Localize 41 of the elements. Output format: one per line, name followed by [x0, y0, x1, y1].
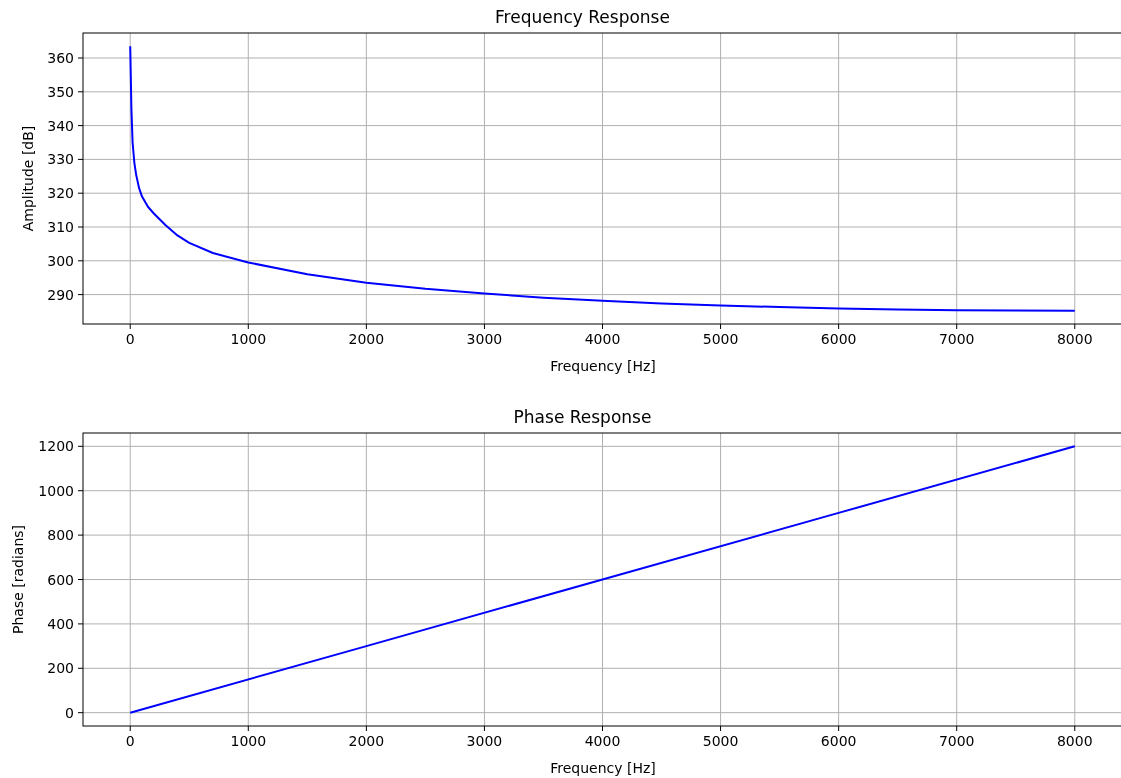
- y-tick-label: 1200: [38, 438, 74, 455]
- x-tick-label: 8000: [1056, 733, 1093, 749]
- y-tick-label: 290: [47, 286, 74, 303]
- x-tick-label: 4000: [584, 331, 621, 347]
- x-tick-label: 7000: [938, 733, 975, 749]
- y-tick-label: 600: [47, 571, 74, 588]
- y-axis-title: Phase [radians]: [10, 524, 26, 635]
- x-tick-label: 1000: [230, 331, 267, 347]
- y-tick-label: 350: [47, 83, 74, 100]
- x-tick-label: 2000: [348, 733, 385, 749]
- y-tick-label: 1000: [38, 482, 74, 499]
- y-tick-label: 310: [47, 219, 74, 235]
- x-tick-label: 5000: [702, 733, 739, 749]
- y-tick-label: 360: [47, 50, 74, 67]
- x-tick-label: 6000: [820, 733, 857, 749]
- x-tick-label: 0: [125, 331, 135, 347]
- y-tick-label: 200: [47, 660, 74, 677]
- x-axis-title: Frequency [Hz]: [550, 760, 656, 776]
- y-tick-label: 0: [65, 704, 74, 721]
- y-tick-label: 320: [47, 185, 74, 202]
- y-tick-label: 400: [47, 615, 74, 632]
- x-tick-label: 7000: [938, 331, 975, 347]
- x-tick-label: 3000: [466, 733, 503, 749]
- x-tick-label: 2000: [348, 331, 385, 347]
- y-axis-title: Amplitude [dB]: [20, 125, 36, 232]
- x-tick-label: 6000: [820, 331, 857, 347]
- x-tick-label: 0: [125, 733, 135, 749]
- y-tick-label: 330: [47, 151, 74, 168]
- line-series: [129, 445, 1076, 714]
- x-tick-label: 1000: [230, 733, 267, 749]
- x-tick-label: 4000: [584, 733, 621, 749]
- line-series: [129, 45, 1076, 312]
- chart-title: Frequency Response: [495, 7, 670, 27]
- y-tick-label: 340: [47, 117, 74, 134]
- y-tick-label: 800: [47, 527, 74, 544]
- y-tick-label: 300: [47, 252, 74, 269]
- x-tick-label: 8000: [1056, 331, 1093, 347]
- x-tick-label: 3000: [466, 331, 503, 347]
- x-axis-title: Frequency [Hz]: [550, 358, 656, 374]
- x-tick-label: 5000: [702, 331, 739, 347]
- chart-title: Phase Response: [513, 407, 652, 427]
